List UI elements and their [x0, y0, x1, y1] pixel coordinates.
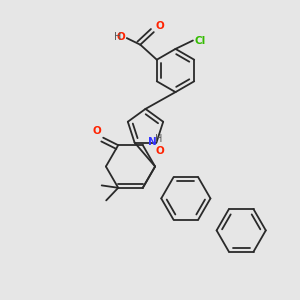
Text: O: O — [117, 32, 126, 43]
Text: Cl: Cl — [194, 35, 205, 46]
Text: O: O — [156, 21, 164, 31]
Text: O: O — [92, 126, 101, 136]
Text: H: H — [155, 134, 162, 144]
Text: O: O — [155, 146, 164, 156]
Text: N: N — [148, 136, 157, 147]
Text: H: H — [114, 32, 122, 43]
